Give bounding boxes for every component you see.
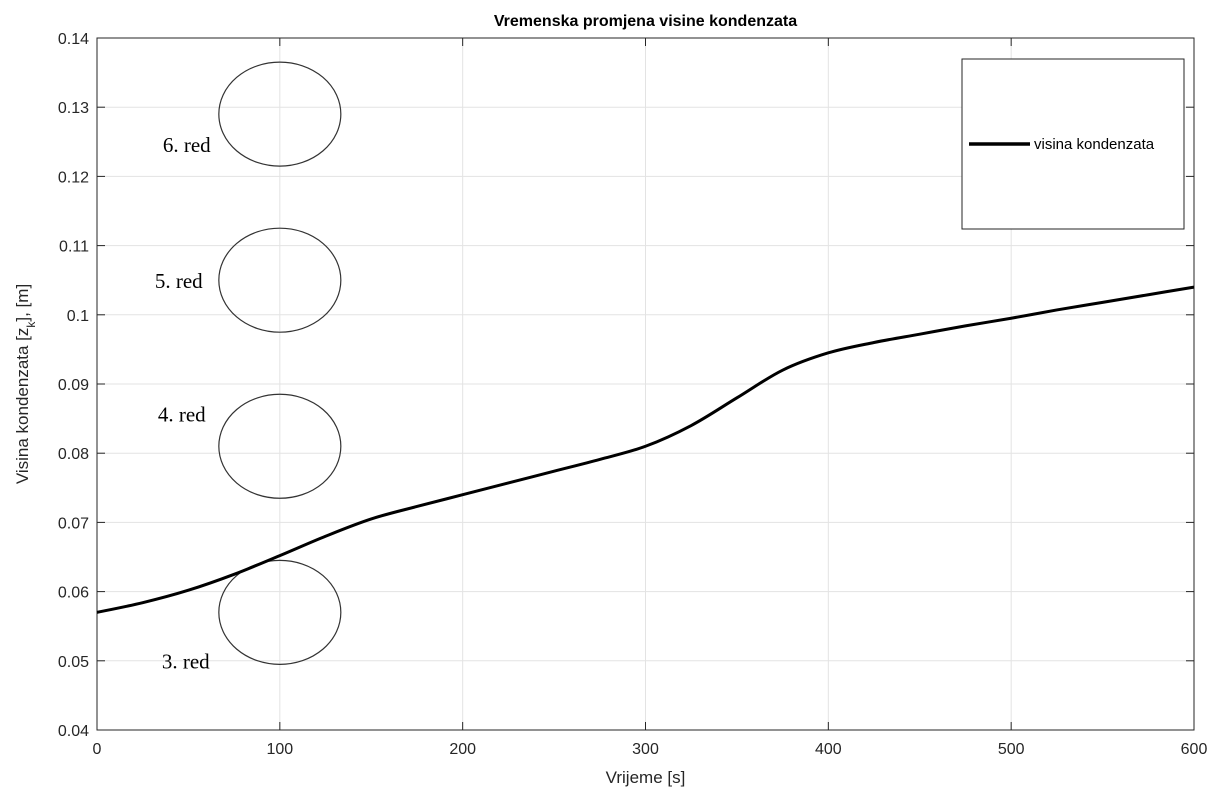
- y-tick-label: 0.1: [67, 308, 89, 325]
- row-label: 4. red: [158, 402, 206, 426]
- y-tick-label: 0.06: [58, 585, 89, 602]
- x-axis-label: Vrijeme [s]: [606, 768, 686, 787]
- chart-title: Vremenska promjena visine kondenzata: [494, 13, 797, 30]
- y-tick-label: 0.04: [58, 723, 89, 740]
- x-tick-label: 200: [449, 741, 476, 758]
- y-tick-label: 0.05: [58, 654, 89, 671]
- y-tick-label: 0.07: [58, 515, 89, 532]
- row-label: 6. red: [163, 133, 211, 157]
- y-tick-label: 0.08: [58, 446, 89, 463]
- x-tick-label: 0: [93, 741, 102, 758]
- axis-ticks: 0 100 200 300 400 500 600 0.04 0.05 0.06 0.07 0.08 0…: [58, 31, 1208, 758]
- legend-label: visina kondenzata: [1034, 136, 1155, 153]
- y-tick-label: 0.11: [59, 239, 89, 256]
- row-circle: [218, 61, 342, 167]
- y-axis-label-subscript: k: [24, 321, 38, 328]
- row-circle: [218, 393, 342, 499]
- y-axis-label: Visina kondenzata [zk], [m]: [13, 284, 38, 484]
- row-circle: [218, 559, 342, 665]
- row-circle: [218, 227, 342, 333]
- y-axis-label-main: Visina kondenzata [z: [13, 328, 32, 485]
- x-tick-label: 100: [266, 741, 293, 758]
- series-group: [96, 285, 1195, 614]
- x-tick-label: 400: [815, 741, 842, 758]
- x-tick-label: 300: [632, 741, 659, 758]
- y-tick-label: 0.14: [58, 31, 89, 48]
- legend: visina kondenzata: [961, 58, 1185, 230]
- row-annotations: 6. red 5. red 4. red 3. red: [155, 61, 342, 673]
- y-axis-label-tail: ], [m]: [13, 284, 32, 322]
- x-tick-label: 600: [1181, 741, 1208, 758]
- y-tick-label: 0.13: [58, 100, 89, 117]
- y-tick-label: 0.09: [58, 377, 89, 394]
- x-tick-label: 500: [998, 741, 1025, 758]
- row-label: 3. red: [162, 649, 210, 673]
- row-label: 5. red: [155, 269, 203, 293]
- y-tick-label: 0.12: [58, 169, 89, 186]
- series-line: [96, 285, 1195, 614]
